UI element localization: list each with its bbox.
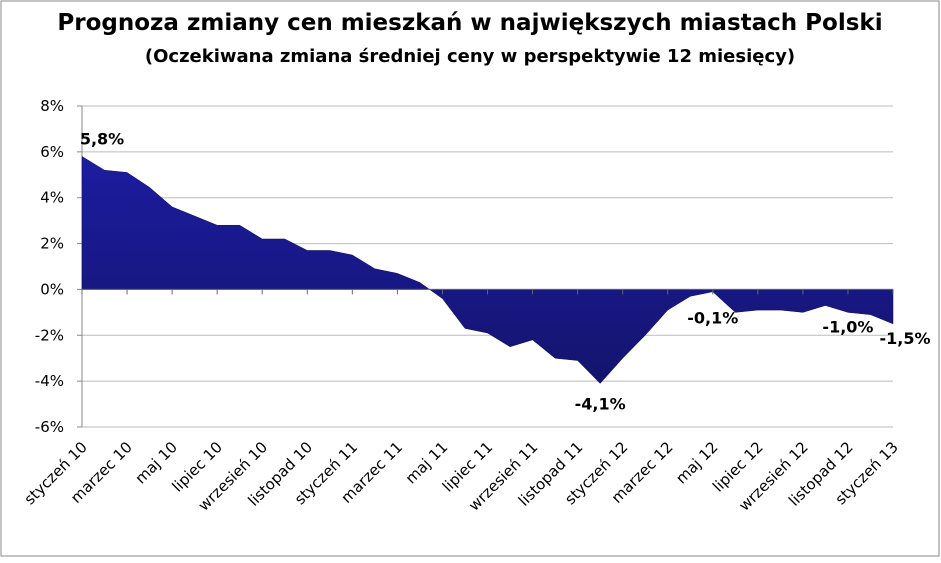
y-tick-label: -6% <box>35 418 64 436</box>
y-tick-label: 2% <box>40 235 64 253</box>
chart-title: Prognoza zmiany cen mieszkań w największ… <box>57 10 882 36</box>
data-label: -0,1% <box>687 309 738 328</box>
y-tick-label: 8% <box>40 97 64 115</box>
y-tick-label: 6% <box>40 143 64 161</box>
chart-subtitle: (Oczekiwana zmiana średniej ceny w persp… <box>145 46 795 67</box>
data-label: -4,1% <box>575 394 626 413</box>
area <box>81 155 894 384</box>
y-tick-label: 0% <box>40 280 64 298</box>
data-label: -1,0% <box>822 317 873 336</box>
y-tick-label: 4% <box>40 189 64 207</box>
data-label: 5,8% <box>80 129 124 148</box>
data-label: -1,5% <box>879 329 930 348</box>
y-tick-label: -2% <box>35 326 64 344</box>
y-tick-label: -4% <box>35 372 64 390</box>
